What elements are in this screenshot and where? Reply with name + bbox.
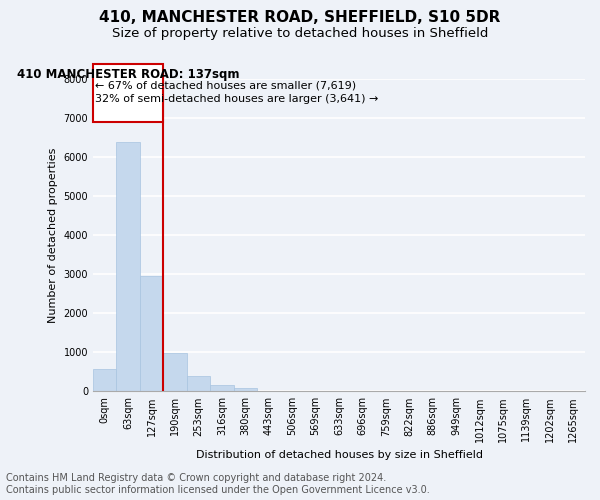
Bar [116, 142, 140, 392]
Text: 32% of semi-detached houses are larger (3,641) →: 32% of semi-detached houses are larger (… [95, 94, 379, 104]
Text: Size of property relative to detached houses in Sheffield: Size of property relative to detached ho… [112, 28, 488, 40]
Text: 410, MANCHESTER ROAD, SHEFFIELD, S10 5DR: 410, MANCHESTER ROAD, SHEFFIELD, S10 5DR [100, 10, 500, 25]
Text: ← 67% of detached houses are smaller (7,619): ← 67% of detached houses are smaller (7,… [95, 80, 356, 90]
Bar [187, 376, 210, 392]
FancyBboxPatch shape [93, 64, 163, 122]
Text: Contains HM Land Registry data © Crown copyright and database right 2024.
Contai: Contains HM Land Registry data © Crown c… [6, 474, 430, 495]
Bar [93, 370, 116, 392]
Bar [163, 352, 187, 392]
Bar [233, 388, 257, 392]
X-axis label: Distribution of detached houses by size in Sheffield: Distribution of detached houses by size … [196, 450, 482, 460]
Bar [210, 385, 233, 392]
Text: 410 MANCHESTER ROAD: 137sqm: 410 MANCHESTER ROAD: 137sqm [17, 68, 239, 82]
Bar [140, 276, 163, 392]
Y-axis label: Number of detached properties: Number of detached properties [48, 148, 58, 323]
